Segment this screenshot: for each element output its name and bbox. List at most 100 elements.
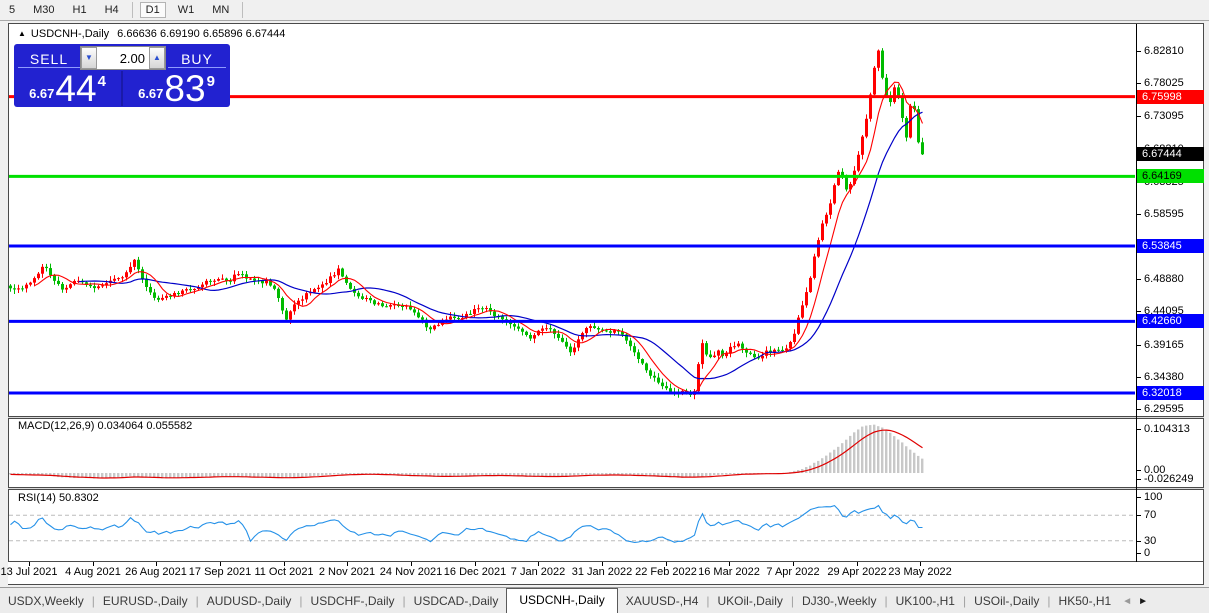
tab-xauusd-h4[interactable]: XAUUSD-,H4 [625,594,699,608]
axis-tick-mark [1136,116,1141,117]
axis-tick-label: 6.78025 [1144,77,1184,89]
date-tick-mark [347,562,348,566]
axis-tick-label: 6.82810 [1144,45,1184,57]
timeframe-button-h1[interactable]: H1 [72,4,87,16]
macd-panel-separator[interactable] [8,416,1204,419]
date-tick-mark [729,562,730,566]
axis-tick-label: 100 [1144,491,1163,503]
tab-usdcnh-daily[interactable]: USDCNH-,Daily [506,588,618,613]
timeframe-button-m30[interactable]: M30 [33,4,55,16]
tab-uk100-h1[interactable]: UK100-,H1 [895,594,955,608]
tab-audusd-daily[interactable]: AUDUSD-,Daily [206,594,292,608]
chart-symbol-label: USDCNH-,Daily [30,28,110,40]
collapse-quote-icon[interactable]: ▲ [18,29,26,38]
volume-increase-icon[interactable]: ▲ [149,47,165,69]
volume-decrease-icon[interactable]: ▼ [81,47,97,69]
buy-price-pips: 83 [164,68,206,109]
date-label: 24 Nov 2021 [379,566,443,578]
timeframe-button-d1[interactable]: D1 [139,2,166,18]
tab-dj30-weekly[interactable]: DJ30-,Weekly [801,594,877,608]
axis-tick-label: 30 [1144,535,1157,547]
axis-tick-mark [1136,429,1141,430]
axis-tick-mark [1136,479,1141,480]
date-label: 7 Apr 2022 [766,566,820,578]
axis-tick-mark [1136,83,1141,84]
sell-price-pips: 44 [55,68,97,109]
axis-tick-mark [1136,51,1141,52]
axis-tick-mark [1136,214,1141,215]
timeframe-button-mn[interactable]: MN [212,4,230,16]
ohlc-close: 6.67444 [245,28,286,40]
date-tick-mark [920,562,921,566]
date-label: 7 Jan 2022 [510,566,566,578]
axis-tick-mark [1136,409,1141,410]
date-tick-mark [857,562,858,566]
date-tick-mark [602,562,603,566]
date-tick-mark [666,562,667,566]
timeframe-button-w1[interactable]: W1 [177,4,195,16]
axis-tick-label: 6.29595 [1144,403,1184,415]
date-label: 16 Mar 2022 [698,566,760,578]
price-level-badge: 6.32018 [1137,386,1204,400]
date-label: 26 Aug 2021 [125,566,187,578]
sell-button[interactable]: SELL [18,47,80,68]
buy-button[interactable]: BUY [168,47,226,68]
axis-tick-label: 70 [1144,509,1157,521]
tab-hk50-h1[interactable]: HK50-,H1 [1058,594,1112,608]
date-tick-mark [156,562,157,566]
price-axis-line [1136,24,1137,562]
axis-tick-mark [1136,553,1141,554]
price-level-badge: 6.67444 [1137,147,1204,161]
sell-price-prefix: 6.67 [29,86,55,101]
axis-tick-label: 0.104313 [1144,423,1190,435]
date-axis[interactable]: 13 Jul 2021 4 Aug 2021 26 Aug 2021 17 Sep 2… [1,562,1136,584]
chart-title: ▲ USDCNH-,Daily 6.66636 6.69190 6.65896 6.… [18,28,285,40]
date-label: 16 Dec 2021 [443,566,507,578]
date-tick-mark [793,562,794,566]
date-label: 11 Oct 2021 [254,566,314,578]
date-label: 23 May 2022 [888,566,952,578]
tab-ukoil-daily[interactable]: UKOil-,Daily [717,594,783,608]
rsi-indicator-label: RSI(14) 50.8302 [18,492,99,504]
axis-tick-mark [1136,345,1141,346]
timeframe-button-h4[interactable]: H4 [104,4,119,16]
rsi-panel-separator[interactable] [8,487,1204,490]
axis-tick-mark [1136,470,1141,471]
price-level-badge: 6.42660 [1137,314,1204,328]
axis-tick-mark [1136,541,1141,542]
timeframe-toolbar: 5 M30 H1 H4 D1 W1 MN [0,0,1209,21]
price-level-badge: 6.75998 [1137,90,1204,104]
date-tick-mark [284,562,285,566]
axis-tick-label: 6.73095 [1144,110,1184,122]
toolbar-separator [242,2,244,18]
axis-tick-mark [1136,377,1141,378]
tab-scroll-right-icon[interactable]: ► [1138,596,1149,607]
sell-price-point: 4 [97,73,106,90]
axis-tick-label: 6.39165 [1144,339,1184,351]
volume-spinner: ▼ ▲ [80,46,166,70]
buy-price[interactable]: 6.67 83 9 [123,68,230,109]
axis-tick-label: 6.48880 [1144,273,1184,285]
tab-separator: | [402,594,406,608]
volume-input[interactable] [97,50,149,66]
date-tick-mark [475,562,476,566]
tab-usdx-weekly[interactable]: USDX,Weekly [8,594,84,608]
tab-separator: | [91,594,95,608]
date-tick-mark [93,562,94,566]
axis-tick-mark [1136,311,1141,312]
sell-price[interactable]: 6.67 44 4 [14,68,123,109]
timeframe-button-5[interactable]: 5 [9,4,16,16]
tab-separator: | [195,594,199,608]
axis-tick-label: 6.34380 [1144,371,1184,383]
axis-tick-mark [1136,515,1141,516]
tab-usdcad-daily[interactable]: USDCAD-,Daily [413,594,499,608]
date-label: 31 Jan 2022 [571,566,633,578]
tab-scroll-left-icon[interactable]: ◄ [1122,596,1133,607]
ohlc-high: 6.69190 [159,28,200,40]
tab-eurusd-daily[interactable]: EURUSD-,Daily [102,594,188,608]
tab-usoil-daily[interactable]: USOil-,Daily [974,594,1040,608]
date-label: 13 Jul 2021 [0,566,58,578]
tab-usdchf-daily[interactable]: USDCHF-,Daily [310,594,395,608]
